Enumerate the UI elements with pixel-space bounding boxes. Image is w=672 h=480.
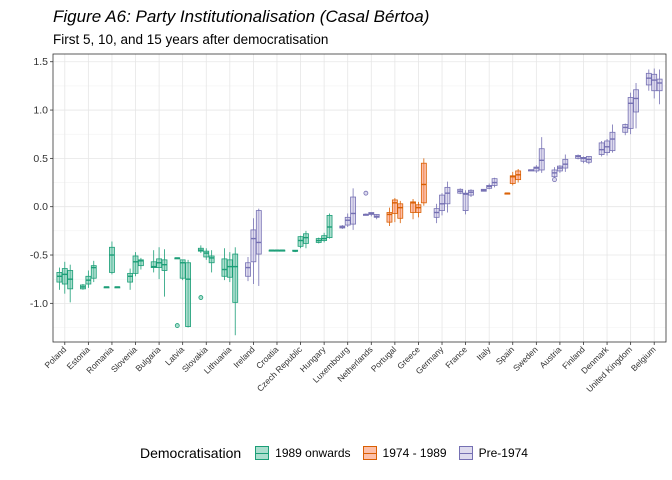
box xyxy=(232,253,239,303)
box xyxy=(350,196,357,225)
box xyxy=(444,186,451,205)
x-tick-label: Austria xyxy=(538,344,564,370)
box xyxy=(386,212,393,223)
outlier-point xyxy=(363,190,369,196)
legend-item-pre-1974: Pre-1974 xyxy=(458,446,528,460)
chart-title: Figure A6: Party Institutionalisation (C… xyxy=(53,7,430,26)
plot-border xyxy=(52,53,667,343)
box xyxy=(127,272,134,283)
outlier-point xyxy=(552,177,557,183)
box xyxy=(297,236,304,247)
box xyxy=(533,166,540,172)
box xyxy=(138,259,144,267)
x-tick-label: Ireland xyxy=(231,344,257,370)
legend-key-pre-1974 xyxy=(458,446,473,460)
box xyxy=(415,204,422,213)
box xyxy=(580,157,587,162)
box xyxy=(208,255,215,264)
legend-label-1974-1989: 1974 - 1989 xyxy=(382,446,447,460)
box xyxy=(109,246,115,273)
box xyxy=(439,194,445,211)
y-tick-label: 1.5 xyxy=(33,56,48,68)
box xyxy=(185,262,191,327)
legend-item-1974-1989: 1974 - 1989 xyxy=(362,446,447,460)
box xyxy=(609,131,616,152)
box xyxy=(203,250,210,258)
y-tick-label: -1.0 xyxy=(30,298,48,310)
outlier-point xyxy=(174,323,180,328)
box xyxy=(656,78,663,92)
legend-label-pre-1974: Pre-1974 xyxy=(478,446,528,460)
legend-title: Democratisation xyxy=(140,445,242,461)
plot-panel xyxy=(53,54,666,342)
legend-key-1989-onwards xyxy=(255,446,270,460)
box xyxy=(622,124,629,133)
legend-label-1989-onwards: 1989 onwards xyxy=(275,446,351,460)
box xyxy=(250,229,257,263)
legend-key-1974-1989 xyxy=(362,446,377,460)
x-tick-label: Bulgaria xyxy=(133,344,162,373)
y-tick-label: 0.0 xyxy=(33,201,48,213)
box xyxy=(245,262,251,277)
x-tick-label: Italy xyxy=(474,344,493,363)
boxplot-chart: -1.0-0.50.00.51.01.5PolandEstoniaRomania… xyxy=(30,53,667,394)
x-tick-label: Slovenia xyxy=(109,344,139,374)
box xyxy=(598,142,605,155)
legend: Democratisation 1989 onwards 1974 - 1989… xyxy=(0,445,672,461)
y-tick-label: 1.0 xyxy=(33,105,48,117)
box xyxy=(391,199,398,214)
box xyxy=(255,210,262,255)
box xyxy=(221,258,228,277)
box xyxy=(56,272,63,283)
x-tick-label: France xyxy=(443,344,469,370)
y-tick-label: 0.5 xyxy=(33,153,48,165)
box xyxy=(150,261,157,268)
box xyxy=(651,73,658,92)
box xyxy=(226,259,233,278)
y-tick-label: -0.5 xyxy=(30,250,48,262)
box xyxy=(90,265,97,279)
box xyxy=(538,148,545,171)
box xyxy=(303,233,309,244)
x-tick-label: Sweden xyxy=(511,344,540,373)
box xyxy=(627,97,634,129)
box xyxy=(509,175,516,184)
box xyxy=(633,89,639,113)
legend-item-1989-onwards: 1989 onwards xyxy=(255,446,351,460)
outlier-point xyxy=(198,295,204,300)
box xyxy=(462,192,469,211)
chart-subtitle: First 5, 10, and 15 years after democrat… xyxy=(53,32,329,47)
box xyxy=(410,201,416,213)
box xyxy=(344,216,351,226)
box xyxy=(132,255,139,274)
x-tick-label: Portugal xyxy=(369,344,399,374)
x-tick-label: Belgium xyxy=(629,344,658,373)
box xyxy=(420,162,427,204)
box xyxy=(61,268,68,285)
x-tick-label: Poland xyxy=(42,344,68,370)
box xyxy=(397,203,404,219)
box xyxy=(645,72,652,86)
